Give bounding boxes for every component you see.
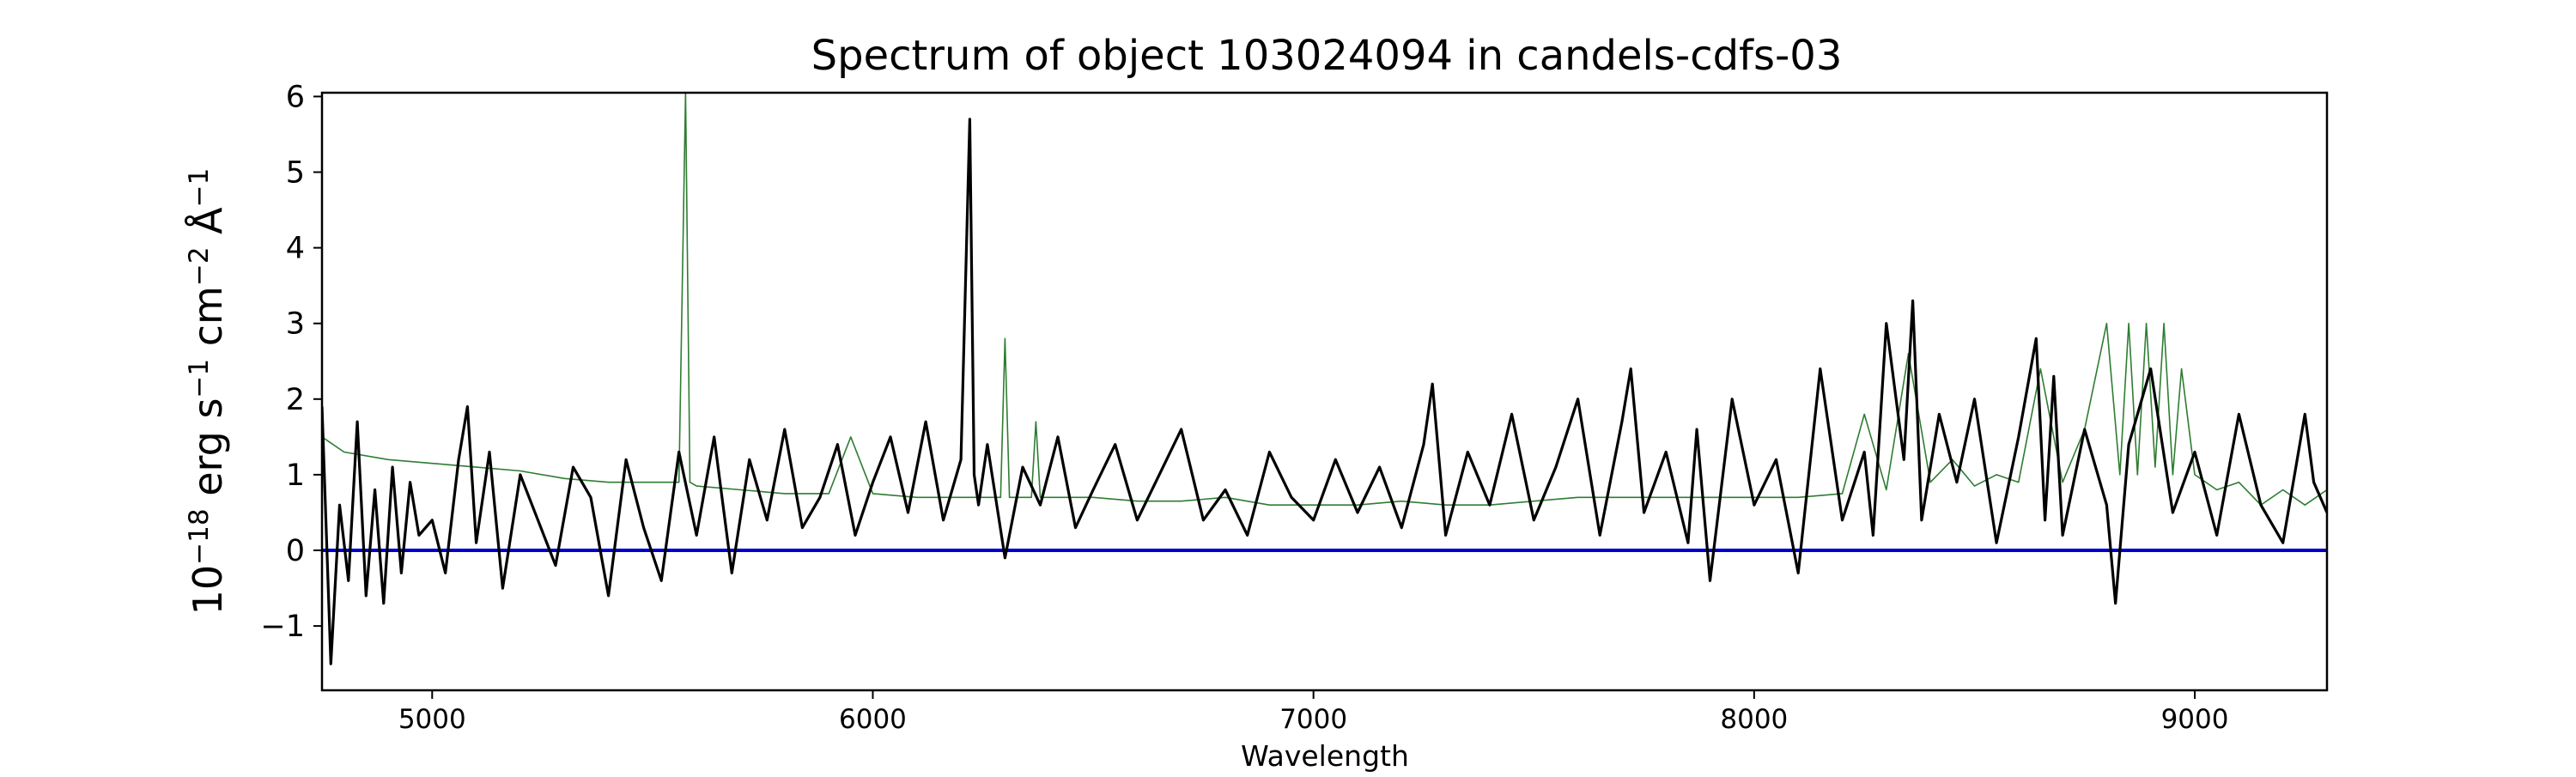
y-tick-label: 0 (286, 534, 305, 568)
y-axis: −1 0 1 2 3 4 5 6 (260, 80, 322, 644)
y-axis-label-text3: Å (185, 207, 231, 247)
flux-series-line (322, 118, 2327, 665)
y-tick-label: 5 (286, 156, 305, 191)
x-tick-label: 9000 (2161, 704, 2229, 735)
x-axis-label: Wavelength (1241, 739, 1409, 773)
y-tick-label: 3 (286, 307, 305, 342)
y-tick-label: 2 (286, 383, 305, 417)
y-tick-label: 1 (286, 458, 305, 493)
y-tick-label: 6 (286, 80, 305, 114)
series-layer (322, 93, 2327, 665)
y-tick-label: 4 (286, 232, 305, 266)
y-tick-label: −1 (260, 610, 305, 644)
y-axis-label-exp3: −2 (184, 246, 215, 286)
y-axis-label: 10−18 erg s−1 cm−2 Å−1 (184, 168, 231, 616)
x-axis: 5000 6000 7000 8000 9000 (398, 690, 2229, 735)
y-axis-label-text2: cm (185, 286, 231, 359)
y-axis-label-text1: erg s (185, 398, 231, 509)
y-axis-label-base: 10 (185, 565, 231, 616)
x-tick-label: 5000 (398, 704, 466, 735)
x-tick-label: 7000 (1279, 704, 1347, 735)
y-axis-label-exp2: −1 (184, 359, 215, 398)
chart-title: Spectrum of object 103024094 in candels-… (811, 32, 1843, 80)
y-axis-label-exp4: −1 (184, 168, 215, 208)
x-tick-label: 8000 (1720, 704, 1788, 735)
y-axis-label-exp1: −18 (184, 508, 215, 564)
plot-frame (320, 91, 2329, 692)
x-tick-label: 6000 (839, 704, 907, 735)
